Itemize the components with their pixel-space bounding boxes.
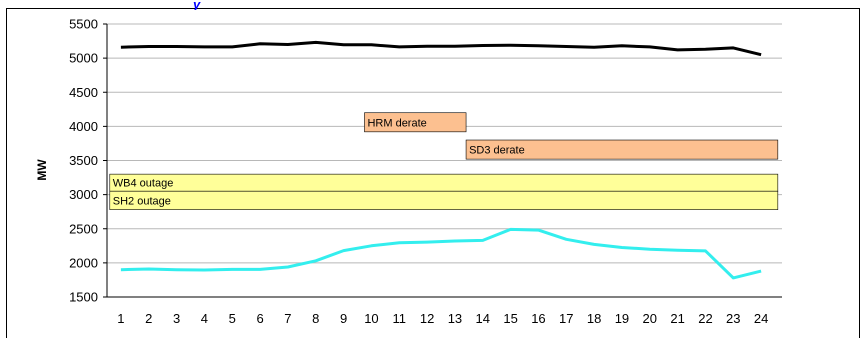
x-tick-label: 6	[256, 311, 263, 326]
annotation-boxes: HRM derate SD3 derate WB4 outage SH2 outage	[109, 112, 779, 210]
x-tick-label: 4	[201, 311, 208, 326]
x-tick-label: 14	[476, 311, 490, 326]
x-tick-label: 5	[229, 311, 236, 326]
x-tick-label: 11	[393, 311, 407, 326]
annotation-label: SD3 derate	[469, 145, 525, 157]
y-tick-label: 3000	[69, 187, 98, 202]
x-tick-label: 2	[145, 311, 152, 326]
y-tick-label: 2000	[69, 255, 98, 270]
x-tick-label: 9	[340, 311, 347, 326]
annotation-box	[109, 173, 779, 192]
x-tick-label: 16	[531, 311, 545, 326]
chart-frame: y	[6, 2, 860, 338]
y-tick-label: 1500	[69, 290, 98, 305]
y-tick-label: 2500	[69, 221, 98, 236]
x-tick-label: 23	[726, 311, 740, 326]
annotation-label: WB4 outage	[113, 178, 174, 190]
series-line	[120, 227, 762, 280]
x-tick-label: 15	[503, 311, 517, 326]
annotation-box	[364, 112, 467, 133]
x-tick-label: 21	[670, 311, 684, 326]
x-tick-label: 18	[587, 311, 601, 326]
x-tick-label: 17	[559, 311, 573, 326]
y-tick-label: 5500	[69, 17, 98, 32]
x-tick-label: 24	[754, 311, 768, 326]
x-tick-label: 7	[284, 311, 291, 326]
y-tick-label: 4500	[69, 85, 98, 100]
y-tick-label: 5000	[69, 51, 98, 66]
x-tick-label: 12	[420, 311, 434, 326]
x-tick-label: 3	[173, 311, 180, 326]
x-tick-label: 8	[312, 311, 319, 326]
y-axis-label: MW	[35, 159, 49, 181]
annotation-box	[465, 139, 779, 160]
x-tick-label: 19	[615, 311, 629, 326]
clipped-title-fragment: y	[193, 2, 201, 10]
annotation-label: HRM derate	[367, 117, 426, 129]
x-tick-label: 20	[643, 311, 657, 326]
axes	[103, 23, 782, 298]
series-lines	[120, 40, 762, 280]
x-tick-label: 1	[117, 311, 124, 326]
x-tick-label: 22	[698, 311, 712, 326]
series-line	[120, 40, 762, 57]
annotation-label: SH2 outage	[113, 195, 171, 207]
annotation-box	[109, 190, 779, 210]
y-tick-label: 3500	[69, 153, 98, 168]
x-tick-label: 13	[448, 311, 462, 326]
x-tick-label: 10	[364, 311, 378, 326]
y-tick-label: 4000	[69, 119, 98, 134]
